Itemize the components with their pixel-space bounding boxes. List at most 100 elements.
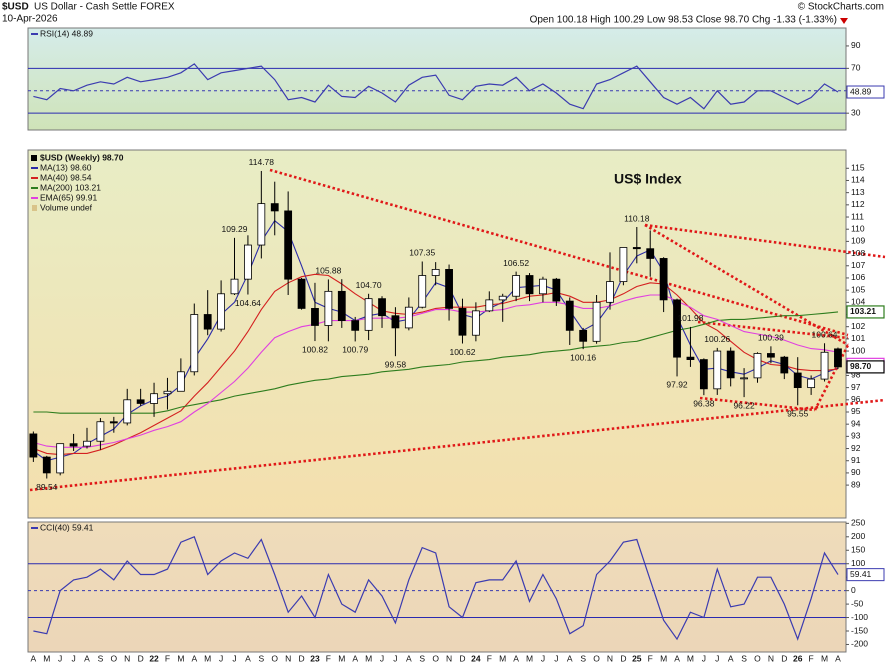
price-label: 95.55 — [787, 409, 809, 419]
candle-body — [29, 433, 38, 458]
price-label: 100.64 — [812, 330, 838, 340]
price-label: 106.52 — [503, 258, 529, 268]
candle-body — [96, 421, 105, 442]
y-tick-label: -200 — [851, 639, 868, 649]
x-tick-label: M — [687, 653, 694, 663]
y-tick-label: 95 — [851, 406, 861, 416]
last-value-label: 48.89 — [850, 86, 872, 96]
y-tick-label: 94 — [851, 418, 861, 428]
candle-body — [780, 356, 789, 374]
candle-body — [659, 258, 668, 301]
y-tick-label: 98 — [851, 370, 861, 380]
value-tag — [846, 360, 885, 374]
quote: Open 100.18 High 100.29 Low 98.53 Close … — [530, 15, 837, 26]
candle-body — [244, 244, 252, 280]
indicator-line — [33, 63, 839, 110]
price-panel — [27, 149, 847, 519]
y-tick-label: 107 — [851, 260, 865, 270]
candle-body — [404, 306, 413, 329]
candle-body — [217, 293, 226, 330]
price-label: 100.16 — [570, 352, 596, 362]
legend-entry: MA(40) 98.54 — [40, 172, 92, 182]
value-tag-label: 98.70 — [850, 361, 872, 371]
candle-body — [807, 378, 816, 389]
y-tick-label: 0 — [851, 585, 856, 595]
x-tick-label: J — [715, 653, 719, 663]
instrument-name: US Dollar - Cash Settle FOREX — [34, 2, 175, 13]
candle-body — [418, 275, 427, 308]
x-tick-label: 24 — [471, 653, 481, 663]
x-tick-label: N — [768, 653, 774, 663]
legend-entry: MA(13) 98.60 — [40, 162, 92, 172]
candle-body — [686, 356, 695, 360]
y-tick-label: 92 — [851, 443, 861, 453]
legend-swatch — [31, 155, 37, 161]
x-tick-label: M — [499, 653, 506, 663]
candle-body — [364, 298, 373, 331]
indicator-line — [33, 536, 839, 641]
candle-body — [606, 281, 614, 303]
x-tick-label: A — [352, 653, 358, 663]
y-tick-label: 101 — [851, 333, 865, 343]
y-tick-label: 102 — [851, 321, 865, 331]
x-tick-label: D — [781, 653, 787, 663]
credit: © StockCharts.com — [798, 2, 884, 13]
panel-legend: RSI(14) 48.89 — [40, 28, 93, 38]
candle-body — [820, 351, 829, 380]
y-tick-label: -150 — [851, 625, 868, 635]
candle-body — [632, 247, 641, 250]
candle-body — [257, 203, 266, 246]
y-tick-label: 250 — [851, 518, 865, 528]
x-tick-label: A — [31, 653, 37, 663]
x-tick-label: O — [593, 653, 600, 663]
trendline — [697, 320, 849, 340]
price-label: 96.22 — [733, 400, 755, 410]
x-tick-label: S — [580, 653, 586, 663]
y-tick-label: 100 — [851, 558, 865, 568]
moving-average — [33, 294, 839, 448]
candle-body — [539, 278, 547, 295]
candle-body — [646, 248, 655, 259]
candle-body — [740, 377, 748, 380]
candle-body — [83, 440, 91, 447]
trendline — [644, 223, 849, 347]
x-tick-label: J — [554, 653, 558, 663]
x-tick-label: D — [298, 653, 304, 663]
candle-body — [203, 314, 212, 330]
x-tick-label: M — [204, 653, 211, 663]
value-tag — [846, 305, 885, 319]
y-tick-label: 106 — [851, 272, 865, 282]
x-tick-label: A — [728, 653, 734, 663]
price-label: 107.35 — [409, 248, 435, 258]
trendline — [29, 398, 886, 492]
x-tick-label: A — [513, 653, 519, 663]
trendline — [269, 168, 849, 337]
candle-body — [565, 300, 574, 331]
x-tick-label: M — [821, 653, 828, 663]
price-label: 109.29 — [222, 224, 248, 234]
x-tick-label: M — [177, 653, 184, 663]
last-value-tag — [846, 85, 885, 99]
y-tick-label: 112 — [851, 199, 865, 209]
candle-body — [56, 443, 65, 474]
x-tick-label: S — [741, 653, 747, 663]
candle-body — [512, 275, 521, 297]
x-tick-label: N — [446, 653, 452, 663]
candle-body — [324, 290, 333, 326]
rsi-panel — [27, 27, 847, 131]
value-tag-label: 103.21 — [850, 306, 876, 316]
candle-body — [673, 299, 681, 358]
candle-body — [485, 299, 494, 312]
x-tick-label: O — [754, 653, 761, 663]
last-value-tag — [846, 568, 885, 582]
x-tick-label: S — [98, 653, 104, 663]
x-tick-label: M — [660, 653, 667, 663]
price-label: 104.70 — [356, 280, 382, 290]
y-tick-label: 113 — [851, 187, 865, 197]
candle-body — [337, 290, 346, 321]
candle-body — [284, 210, 293, 280]
panel-legend: CCI(40) 59.41 — [40, 522, 94, 532]
x-tick-label: A — [245, 653, 251, 663]
x-tick-label: J — [541, 653, 545, 663]
x-tick-label: D — [459, 653, 465, 663]
